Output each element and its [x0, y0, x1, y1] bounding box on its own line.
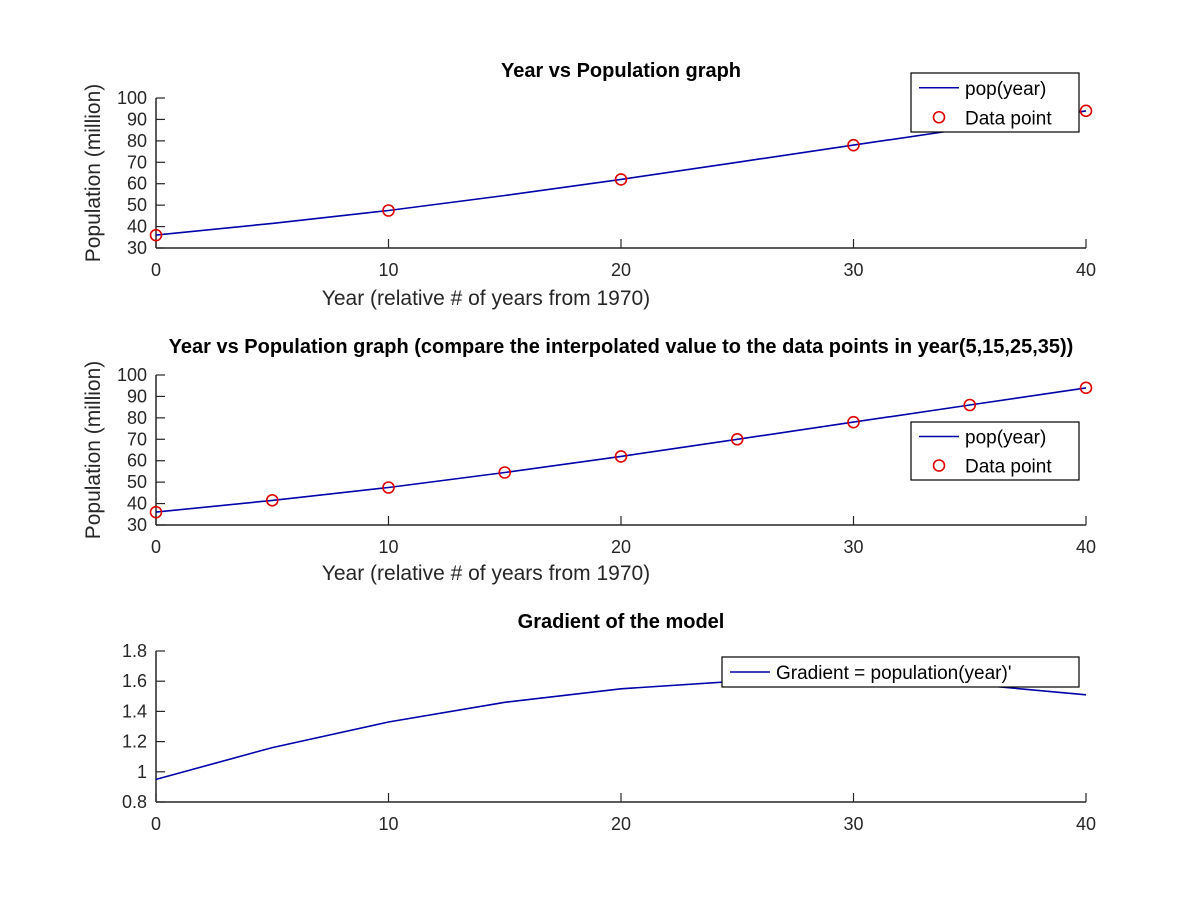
chart-title: Year vs Population graph	[501, 60, 741, 82]
y-tick-label: 60	[127, 174, 147, 194]
x-tick-label: 0	[151, 537, 161, 557]
y-tick-label: 80	[127, 408, 147, 428]
y-tick-label: 90	[127, 386, 147, 406]
series-line	[155, 110, 1087, 236]
y-tick-label: 90	[127, 109, 147, 129]
data-point-marker	[382, 481, 395, 494]
data-point-marker	[265, 494, 279, 507]
x-tick-label: 40	[1076, 814, 1096, 834]
data-point-marker	[847, 415, 860, 429]
x-tick-label: 0	[151, 814, 161, 834]
y-tick-label: 40	[127, 494, 147, 514]
data-point-marker	[1079, 381, 1093, 395]
x-tick-label: 10	[378, 537, 398, 557]
y-tick-label: 80	[127, 131, 147, 151]
legend-marker-swatch	[932, 459, 946, 472]
data-point-marker	[149, 228, 163, 242]
data-point-marker	[614, 450, 628, 463]
y-tick-label: 1.4	[122, 701, 147, 721]
x-tick-label: 20	[611, 814, 631, 834]
y-tick-label: 40	[127, 217, 147, 237]
legend-entry-label: Data point	[965, 108, 1052, 129]
data-point-marker	[847, 138, 860, 152]
legend-entry-label: Gradient = population(year)'	[776, 663, 1011, 684]
y-tick-label: 70	[127, 429, 147, 449]
y-tick-label: 70	[127, 152, 147, 172]
y-axis-label: Population (million)	[82, 84, 105, 263]
chart-panel-3: Gradient of the model 0 10 20 30 40 0.8 1 1.2 1.4…	[122, 611, 1096, 834]
chart-title: Gradient of the model	[518, 611, 725, 633]
data-point-marker	[730, 432, 744, 446]
x-tick-label: 40	[1076, 260, 1096, 280]
y-tick-label: 50	[127, 472, 147, 492]
chart-panel-2: Year vs Population graph (compare the in…	[82, 336, 1096, 585]
legend: pop(year) Data point	[910, 72, 1080, 133]
data-point-marker	[1079, 104, 1093, 118]
y-tick-label: 1.6	[122, 671, 147, 691]
legend: pop(year) Data point	[910, 421, 1080, 481]
x-tick-label: 20	[611, 260, 631, 280]
y-tick-label: 1	[137, 762, 147, 782]
legend-box	[721, 656, 1080, 688]
x-axis-label: Year (relative # of years from 1970)	[322, 562, 650, 585]
data-point-marker	[614, 173, 628, 186]
y-tick-label: 1.8	[122, 641, 147, 661]
y-tick-label: 30	[127, 238, 147, 258]
x-axis-label: Year (relative # of years from 1970)	[322, 287, 650, 310]
y-tick-label: 50	[127, 195, 147, 215]
legend-entry-label: pop(year)	[965, 79, 1046, 100]
y-tick-label: 0.8	[122, 792, 147, 812]
x-tick-label: 20	[611, 537, 631, 557]
chart-title: Year vs Population graph (compare the in…	[169, 336, 1074, 358]
y-tick-label: 1.2	[122, 732, 147, 752]
y-tick-label: 100	[117, 365, 147, 385]
x-tick-label: 30	[843, 814, 863, 834]
legend-entry-label: pop(year)	[965, 428, 1046, 449]
x-tick-label: 40	[1076, 537, 1096, 557]
legend-entry-label: Data point	[965, 457, 1052, 478]
legend: Gradient = population(year)'	[721, 656, 1080, 688]
x-tick-label: 30	[843, 537, 863, 557]
y-axis-label: Population (million)	[82, 361, 105, 540]
data-point-marker	[149, 505, 163, 519]
x-tick-label: 10	[378, 260, 398, 280]
y-tick-label: 100	[117, 88, 147, 108]
y-tick-label: 60	[127, 451, 147, 471]
y-tick-label: 30	[127, 515, 147, 535]
data-point-marker	[963, 398, 977, 412]
data-point-marker	[382, 204, 395, 217]
x-tick-label: 0	[151, 260, 161, 280]
series-line	[155, 678, 1087, 781]
data-point-marker	[498, 466, 512, 479]
legend-marker-swatch	[932, 110, 946, 124]
series-line	[155, 387, 1087, 513]
x-tick-label: 10	[378, 814, 398, 834]
x-tick-label: 30	[843, 260, 863, 280]
